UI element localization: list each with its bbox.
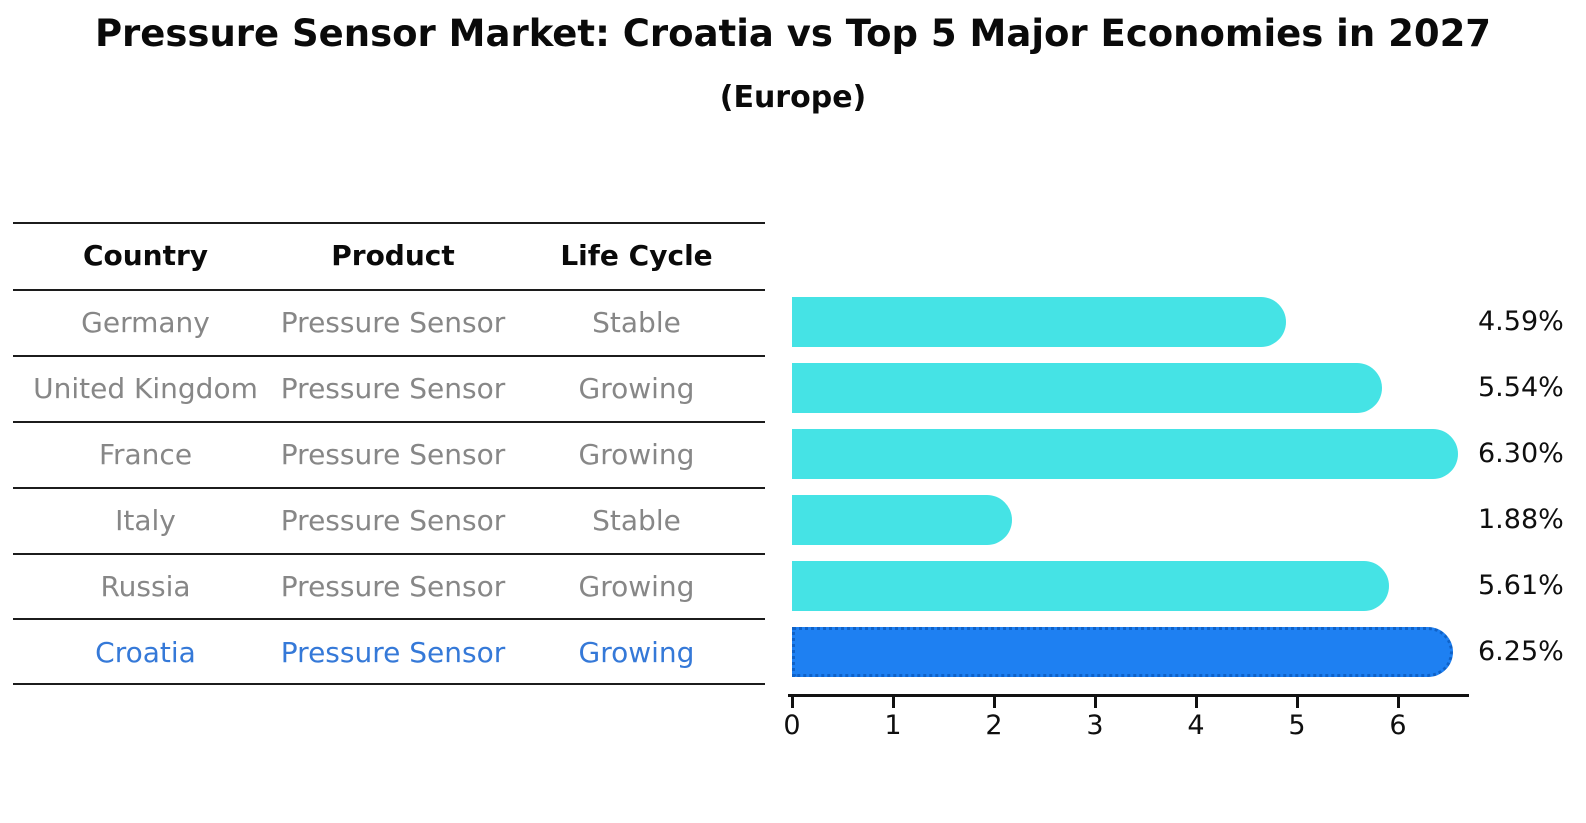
table-line-3 xyxy=(13,421,765,423)
x-tick-0 xyxy=(791,696,794,708)
x-tick-label-3: 3 xyxy=(1086,710,1104,741)
bar-croatia xyxy=(792,627,1453,677)
cell-country: France xyxy=(98,437,193,471)
cell-life-cycle: Growing xyxy=(578,635,695,669)
value-label-france: 6.30% xyxy=(1478,438,1564,469)
x-axis-line xyxy=(788,694,1469,697)
bar-france xyxy=(792,429,1458,479)
table-header-row: Country Product Life Cycle xyxy=(13,222,765,289)
cell-life-cycle: Growing xyxy=(578,569,695,603)
x-tick-4 xyxy=(1195,696,1198,708)
bar-germany xyxy=(792,297,1286,347)
x-tick-label-0: 0 xyxy=(783,710,801,741)
table-line-1 xyxy=(13,289,765,291)
table-row-germany: Germany Pressure Sensor Stable xyxy=(13,289,765,355)
x-tick-label-4: 4 xyxy=(1187,710,1205,741)
value-label-germany: 4.59% xyxy=(1478,306,1564,337)
cell-country: Italy xyxy=(115,503,176,537)
value-label-croatia: 6.25% xyxy=(1478,636,1564,667)
value-label-italy: 1.88% xyxy=(1478,504,1564,535)
x-tick-5 xyxy=(1296,696,1299,708)
value-label-russia: 5.61% xyxy=(1478,570,1564,601)
table-line-2 xyxy=(13,355,765,357)
table-row-france: France Pressure Sensor Growing xyxy=(13,421,765,487)
x-tick-2 xyxy=(993,696,996,708)
chart-subtitle: (Europe) xyxy=(719,80,867,115)
cell-product: Pressure Sensor xyxy=(280,569,506,603)
table-line-4 xyxy=(13,487,765,489)
bar-italy xyxy=(792,495,1012,545)
table-row-russia: Russia Pressure Sensor Growing xyxy=(13,553,765,619)
cell-life-cycle: Growing xyxy=(578,437,695,471)
cell-country: Russia xyxy=(100,569,191,603)
table-line-5 xyxy=(13,553,765,555)
table-row-italy: Italy Pressure Sensor Stable xyxy=(13,487,765,553)
chart-title: Pressure Sensor Market: Croatia vs Top 5… xyxy=(94,12,1492,55)
cell-product: Pressure Sensor xyxy=(280,437,506,471)
cell-country: United Kingdom xyxy=(33,371,258,405)
x-tick-label-1: 1 xyxy=(884,710,902,741)
column-header-country: Country xyxy=(82,239,209,272)
cell-product: Pressure Sensor xyxy=(280,635,506,669)
table-line-6 xyxy=(13,618,765,620)
cell-product: Pressure Sensor xyxy=(280,503,506,537)
x-tick-label-5: 5 xyxy=(1288,710,1306,741)
bar-russia xyxy=(792,561,1389,611)
table-row-croatia: Croatia Pressure Sensor Growing xyxy=(13,619,765,685)
cell-product: Pressure Sensor xyxy=(280,371,506,405)
x-tick-label-6: 6 xyxy=(1389,710,1407,741)
cell-life-cycle: Stable xyxy=(592,503,681,537)
x-tick-1 xyxy=(892,696,895,708)
cell-product: Pressure Sensor xyxy=(280,305,506,339)
cell-country: Germany xyxy=(81,305,210,339)
column-header-life-cycle: Life Cycle xyxy=(560,239,713,272)
table-line-7 xyxy=(13,683,765,685)
cell-country: Croatia xyxy=(95,635,196,669)
table-row-united-kingdom: United Kingdom Pressure Sensor Growing xyxy=(13,355,765,421)
x-tick-3 xyxy=(1094,696,1097,708)
x-tick-label-2: 2 xyxy=(985,710,1003,741)
column-header-product: Product xyxy=(331,239,455,272)
cell-life-cycle: Growing xyxy=(578,371,695,405)
bar-united-kingdom xyxy=(792,363,1382,413)
cell-life-cycle: Stable xyxy=(592,305,681,339)
table-line-0 xyxy=(13,222,765,224)
x-tick-6 xyxy=(1397,696,1400,708)
value-label-united-kingdom: 5.54% xyxy=(1478,372,1564,403)
